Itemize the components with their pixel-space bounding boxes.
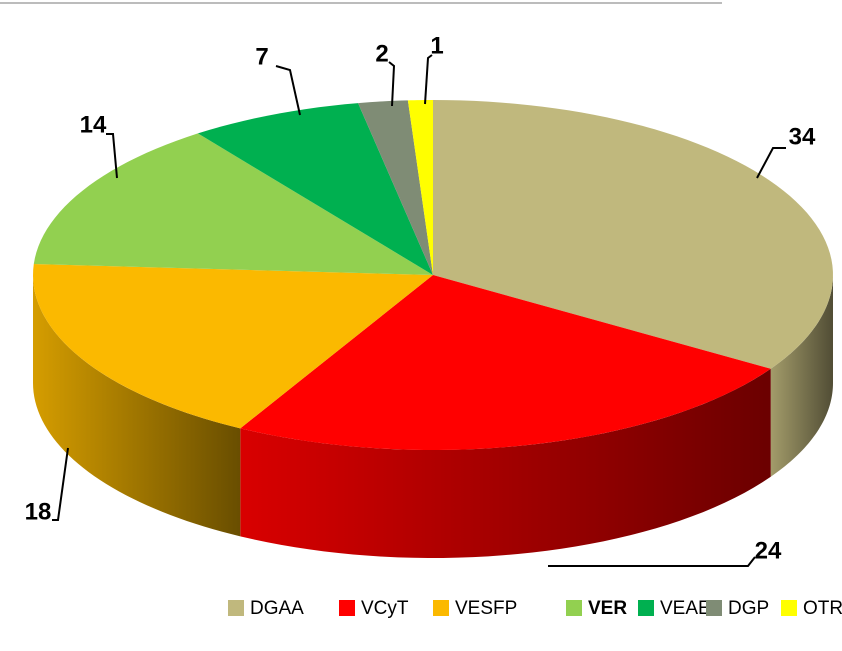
slice xyxy=(407,100,433,275)
legend-swatch xyxy=(339,600,355,616)
slice xyxy=(433,100,833,369)
legend-swatch xyxy=(566,600,582,616)
legend-swatch xyxy=(228,600,244,616)
data-label: 14 xyxy=(80,111,107,138)
data-labels: 34 24 18 14 7 2 1 xyxy=(25,32,816,564)
slice-side xyxy=(770,275,833,477)
slice-side xyxy=(240,368,771,558)
slice xyxy=(197,103,433,275)
legend-label: DGP xyxy=(728,598,769,619)
legend-swatch xyxy=(706,600,722,616)
data-label: 18 xyxy=(25,498,52,525)
legend-label: DGAA xyxy=(250,598,304,619)
data-label: 34 xyxy=(789,123,816,150)
slice xyxy=(33,264,433,429)
data-label: 2 xyxy=(375,40,388,67)
data-label: 24 xyxy=(755,537,782,564)
legend-label: VESFP xyxy=(455,598,517,619)
data-label: 1 xyxy=(430,32,443,59)
legend-label: VCyT xyxy=(361,598,409,619)
legend-label: VER xyxy=(588,598,627,619)
slice xyxy=(33,133,433,275)
slice xyxy=(358,100,433,275)
legend-swatch xyxy=(638,600,654,616)
pie-tops xyxy=(33,100,833,450)
data-label: 7 xyxy=(255,43,268,70)
pie-sides xyxy=(33,275,833,558)
slice xyxy=(240,275,771,450)
legend-label: OTRAS xyxy=(803,598,842,619)
slice-side xyxy=(33,275,241,537)
legend-swatch xyxy=(781,600,797,616)
legend: DGAA VCyT VESFP VER VEAE DGP OTRAS xyxy=(228,598,842,619)
leader-lines xyxy=(52,54,786,567)
legend-label: VEAE xyxy=(660,598,711,619)
legend-swatch xyxy=(433,600,449,616)
